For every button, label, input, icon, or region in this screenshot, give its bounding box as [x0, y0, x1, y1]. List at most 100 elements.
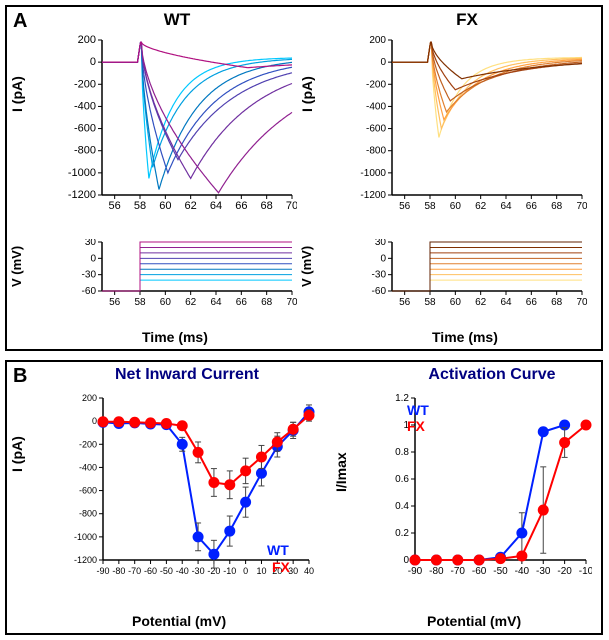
svg-text:30: 30	[375, 239, 387, 248]
net-inward-fx-legend: FX	[272, 559, 290, 575]
svg-text:0.4: 0.4	[395, 501, 409, 512]
svg-text:60: 60	[450, 201, 462, 212]
svg-text:68: 68	[261, 297, 273, 308]
activation-xlabel: Potential (mV)	[427, 613, 521, 629]
svg-text:0: 0	[403, 555, 409, 566]
svg-text:-60: -60	[144, 566, 157, 576]
svg-text:-60: -60	[82, 286, 97, 297]
svg-text:0: 0	[380, 253, 386, 264]
svg-text:-90: -90	[96, 566, 109, 576]
svg-text:60: 60	[159, 200, 171, 212]
wt-voltage-ylabel: V (mV)	[9, 246, 24, 287]
svg-text:-1200: -1200	[74, 555, 97, 565]
svg-text:62: 62	[185, 297, 197, 308]
svg-text:64: 64	[500, 297, 512, 308]
activation-wt-legend: WT	[407, 402, 429, 418]
svg-text:-800: -800	[366, 146, 386, 157]
svg-text:56: 56	[399, 201, 411, 212]
svg-text:-10: -10	[223, 566, 236, 576]
svg-text:68: 68	[551, 201, 563, 212]
svg-text:56: 56	[399, 297, 411, 308]
wt-current-ylabel: I (pA)	[9, 76, 25, 112]
svg-text:62: 62	[475, 297, 487, 308]
svg-text:-20: -20	[557, 566, 572, 577]
svg-text:66: 66	[236, 297, 248, 308]
svg-text:30: 30	[85, 239, 97, 248]
net-inward-title: Net Inward Current	[92, 366, 282, 384]
svg-text:-1200: -1200	[360, 190, 386, 201]
panel-b-label: B	[13, 365, 27, 388]
fx-time-label: Time (ms)	[432, 329, 498, 345]
svg-text:40: 40	[304, 566, 314, 576]
svg-text:0: 0	[92, 416, 97, 426]
net-inward-wt-legend: WT	[267, 542, 289, 558]
svg-text:66: 66	[235, 200, 247, 212]
svg-text:-70: -70	[451, 566, 466, 577]
svg-text:-30: -30	[82, 270, 97, 281]
wt-voltage-chart: -60 -30 0 30 56 58 60 62 64 66 68 70	[67, 239, 297, 309]
svg-text:-200: -200	[366, 79, 386, 90]
svg-text:-30: -30	[536, 566, 551, 577]
svg-text:0.2: 0.2	[395, 528, 409, 539]
svg-text:0.8: 0.8	[395, 447, 409, 458]
wt-title: WT	[137, 10, 217, 30]
activation-ylabel: I/Imax	[333, 452, 349, 492]
svg-text:64: 64	[500, 201, 512, 212]
svg-text:66: 66	[526, 201, 538, 212]
svg-text:58: 58	[424, 297, 436, 308]
svg-text:-90: -90	[408, 566, 423, 577]
svg-text:-60: -60	[372, 286, 387, 297]
svg-text:58: 58	[134, 200, 146, 212]
wt-current-svg: -1200-1000-800-600-400-20002005658606264…	[67, 35, 297, 215]
svg-text:-800: -800	[74, 145, 96, 157]
panel-a-label: A	[13, 10, 27, 33]
svg-text:58: 58	[134, 297, 146, 308]
net-inward-xlabel: Potential (mV)	[132, 613, 226, 629]
net-inward-ylabel: I (pA)	[9, 436, 25, 472]
wt-time-label: Time (ms)	[142, 329, 208, 345]
svg-text:-70: -70	[128, 566, 141, 576]
wt-voltage-svg: -60 -30 0 30 56 58 60 62 64 66 68 70	[67, 239, 297, 309]
svg-text:68: 68	[551, 297, 563, 308]
svg-text:64: 64	[210, 200, 222, 212]
svg-text:-600: -600	[366, 124, 386, 135]
svg-text:200: 200	[82, 393, 97, 403]
svg-text:58: 58	[424, 201, 436, 212]
svg-text:62: 62	[185, 200, 197, 212]
svg-text:70: 70	[576, 297, 587, 308]
fx-voltage-svg: -60-300305658606264666870	[357, 239, 587, 309]
svg-text:70: 70	[286, 297, 297, 308]
fx-current-chart: -1200-1000-800-600-400-20002005658606264…	[357, 35, 587, 215]
svg-text:-50: -50	[493, 566, 508, 577]
svg-text:66: 66	[526, 297, 538, 308]
svg-text:10: 10	[256, 566, 266, 576]
svg-text:62: 62	[475, 201, 487, 212]
svg-text:-80: -80	[429, 566, 444, 577]
wt-current-chart: -1200-1000-800-600-400-20002005658606264…	[67, 35, 297, 215]
svg-text:200: 200	[369, 35, 386, 46]
svg-text:-1200: -1200	[68, 189, 96, 201]
svg-text:56: 56	[109, 297, 121, 308]
svg-text:0: 0	[380, 57, 386, 68]
svg-text:0: 0	[90, 253, 96, 264]
svg-text:-30: -30	[372, 270, 387, 281]
svg-text:-80: -80	[112, 566, 125, 576]
svg-text:60: 60	[160, 297, 172, 308]
svg-text:-200: -200	[79, 439, 97, 449]
svg-text:200: 200	[78, 35, 96, 46]
svg-text:-40: -40	[176, 566, 189, 576]
svg-text:-40: -40	[515, 566, 530, 577]
svg-text:64: 64	[210, 297, 222, 308]
svg-text:56: 56	[109, 200, 121, 212]
svg-text:70: 70	[286, 200, 297, 212]
fx-current-ylabel: I (pA)	[299, 76, 315, 112]
fx-voltage-chart: -60-300305658606264666870	[357, 239, 587, 309]
svg-text:0: 0	[243, 566, 248, 576]
fx-title: FX	[427, 10, 507, 30]
fx-voltage-ylabel: V (mV)	[299, 246, 314, 287]
svg-text:-10: -10	[579, 566, 592, 577]
svg-text:-1000: -1000	[360, 168, 386, 179]
svg-text:-600: -600	[79, 486, 97, 496]
panel-a: A WT FX -1200-1000-800-600-400-200020056…	[5, 5, 603, 351]
svg-text:-1000: -1000	[74, 532, 97, 542]
